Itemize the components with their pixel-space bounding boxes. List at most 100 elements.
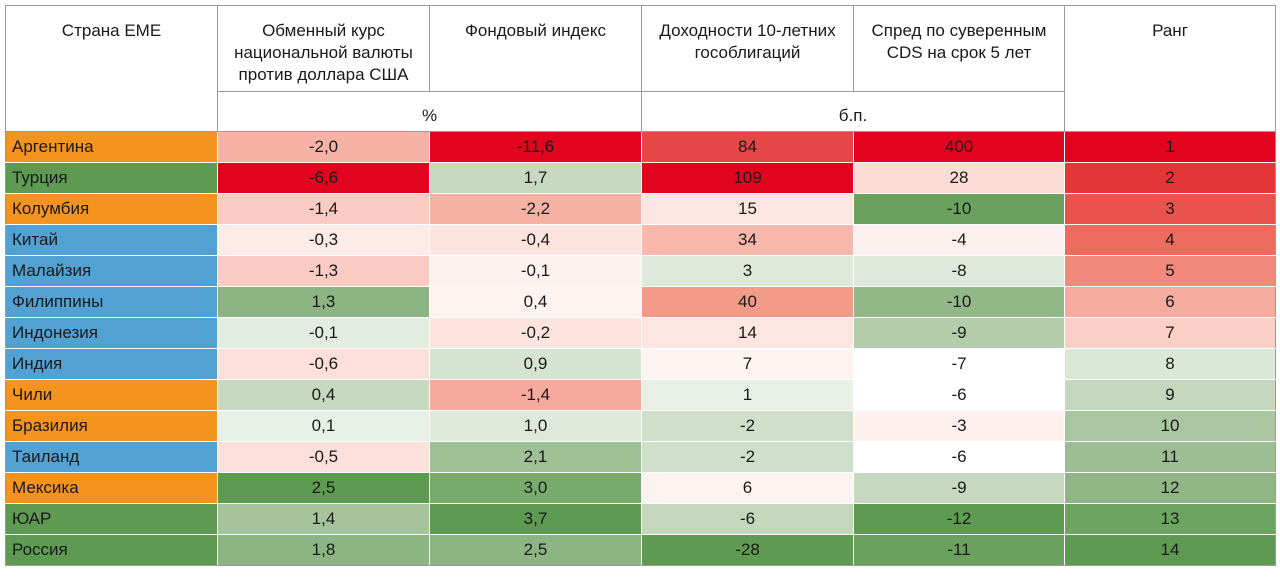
equity-index-cell: -0,2 bbox=[429, 317, 642, 349]
bond-yield-cell: 84 bbox=[641, 131, 854, 163]
fx-cell: 2,5 bbox=[217, 472, 430, 504]
country-cell: Малайзия bbox=[5, 255, 218, 287]
rank-cell: 6 bbox=[1064, 286, 1276, 318]
cds-spread-cell: -10 bbox=[853, 193, 1065, 225]
fx-cell: 0,4 bbox=[217, 379, 430, 411]
fx-cell: 0,1 bbox=[217, 410, 430, 442]
fx-cell: -1,4 bbox=[217, 193, 430, 225]
bond-yield-cell: 40 bbox=[641, 286, 854, 318]
rank-cell: 14 bbox=[1064, 534, 1276, 566]
bond-yield-cell: -28 bbox=[641, 534, 854, 566]
fx-cell: 1,4 bbox=[217, 503, 430, 535]
fx-cell: -6,6 bbox=[217, 162, 430, 194]
equity-index-cell: -2,2 bbox=[429, 193, 642, 225]
bond-yield-cell: 15 bbox=[641, 193, 854, 225]
fx-cell: -0,6 bbox=[217, 348, 430, 380]
table-row: Мексика 2,5 3,0 6 -9 12 bbox=[5, 472, 1276, 504]
cds-spread-cell: -4 bbox=[853, 224, 1065, 256]
equity-index-cell: -0,1 bbox=[429, 255, 642, 287]
table-body: Аргентина -2,0 -11,6 84 400 1 Турция -6,6 1,7 109… bbox=[5, 131, 1276, 566]
table-row: Индия -0,6 0,9 7 -7 8 bbox=[5, 348, 1276, 380]
cds-spread-cell: -6 bbox=[853, 379, 1065, 411]
cds-spread-cell: -3 bbox=[853, 410, 1065, 442]
country-cell: ЮАР bbox=[5, 503, 218, 535]
table-row: Турция -6,6 1,7 109 28 2 bbox=[5, 162, 1276, 194]
cds-spread-cell: 400 bbox=[853, 131, 1065, 163]
table-row: ЮАР 1,4 3,7 -6 -12 13 bbox=[5, 503, 1276, 535]
eme-ranking-table: Страна ЕМЕ Обменный курс национальной ва… bbox=[5, 5, 1276, 566]
header-row: Страна ЕМЕ Обменный курс национальной ва… bbox=[5, 5, 1276, 132]
rank-cell: 13 bbox=[1064, 503, 1276, 535]
fx-cell: 1,3 bbox=[217, 286, 430, 318]
cds-spread-cell: -7 bbox=[853, 348, 1065, 380]
country-cell: Чили bbox=[5, 379, 218, 411]
table-row: Колумбия -1,4 -2,2 15 -10 3 bbox=[5, 193, 1276, 225]
rank-cell: 2 bbox=[1064, 162, 1276, 194]
fx-cell: -0,5 bbox=[217, 441, 430, 473]
bond-yield-cell: 6 bbox=[641, 472, 854, 504]
rank-cell: 5 bbox=[1064, 255, 1276, 287]
bond-yield-cell: 34 bbox=[641, 224, 854, 256]
cds-spread-cell: -9 bbox=[853, 317, 1065, 349]
bond-yield-cell: 14 bbox=[641, 317, 854, 349]
country-cell: Китай bbox=[5, 224, 218, 256]
cds-spread-cell: -10 bbox=[853, 286, 1065, 318]
cds-spread-cell: -12 bbox=[853, 503, 1065, 535]
rank-cell: 7 bbox=[1064, 317, 1276, 349]
rank-cell: 3 bbox=[1064, 193, 1276, 225]
bond-yield-cell: 1 bbox=[641, 379, 854, 411]
table-row: Аргентина -2,0 -11,6 84 400 1 bbox=[5, 131, 1276, 163]
cds-spread-cell: -6 bbox=[853, 441, 1065, 473]
equity-index-cell: -11,6 bbox=[429, 131, 642, 163]
fx-cell: -1,3 bbox=[217, 255, 430, 287]
rank-cell: 8 bbox=[1064, 348, 1276, 380]
rank-cell: 1 bbox=[1064, 131, 1276, 163]
header-country: Страна ЕМЕ bbox=[5, 5, 218, 132]
table-row: Филиппины 1,3 0,4 40 -10 6 bbox=[5, 286, 1276, 318]
country-cell: Колумбия bbox=[5, 193, 218, 225]
table-row: Таиланд -0,5 2,1 -2 -6 11 bbox=[5, 441, 1276, 473]
equity-index-cell: -0,4 bbox=[429, 224, 642, 256]
equity-index-cell: 1,0 bbox=[429, 410, 642, 442]
header-equity: Фондовый индекс bbox=[429, 5, 642, 92]
header-rank: Ранг bbox=[1064, 5, 1276, 132]
table-row: Россия 1,8 2,5 -28 -11 14 bbox=[5, 534, 1276, 566]
table-row: Китай -0,3 -0,4 34 -4 4 bbox=[5, 224, 1276, 256]
fx-cell: -0,3 bbox=[217, 224, 430, 256]
equity-index-cell: 0,4 bbox=[429, 286, 642, 318]
cds-spread-cell: 28 bbox=[853, 162, 1065, 194]
cds-spread-cell: -9 bbox=[853, 472, 1065, 504]
bond-yield-cell: 3 bbox=[641, 255, 854, 287]
cds-spread-cell: -8 bbox=[853, 255, 1065, 287]
country-cell: Индонезия bbox=[5, 317, 218, 349]
table-row: Малайзия -1,3 -0,1 3 -8 5 bbox=[5, 255, 1276, 287]
fx-cell: -0,1 bbox=[217, 317, 430, 349]
bond-yield-cell: 7 bbox=[641, 348, 854, 380]
rank-cell: 4 bbox=[1064, 224, 1276, 256]
country-cell: Аргентина bbox=[5, 131, 218, 163]
rank-cell: 9 bbox=[1064, 379, 1276, 411]
table-row: Бразилия 0,1 1,0 -2 -3 10 bbox=[5, 410, 1276, 442]
fx-cell: -2,0 bbox=[217, 131, 430, 163]
equity-index-cell: 0,9 bbox=[429, 348, 642, 380]
equity-index-cell: -1,4 bbox=[429, 379, 642, 411]
equity-index-cell: 3,0 bbox=[429, 472, 642, 504]
equity-index-cell: 3,7 bbox=[429, 503, 642, 535]
bond-yield-cell: -6 bbox=[641, 503, 854, 535]
bond-yield-cell: -2 bbox=[641, 441, 854, 473]
header-fx: Обменный курс национальной валюты против… bbox=[217, 5, 430, 92]
country-cell: Турция bbox=[5, 162, 218, 194]
country-cell: Индия bbox=[5, 348, 218, 380]
fx-cell: 1,8 bbox=[217, 534, 430, 566]
unit-percent: % bbox=[217, 91, 642, 132]
rank-cell: 12 bbox=[1064, 472, 1276, 504]
bond-yield-cell: 109 bbox=[641, 162, 854, 194]
equity-index-cell: 2,1 bbox=[429, 441, 642, 473]
country-cell: Филиппины bbox=[5, 286, 218, 318]
country-cell: Россия bbox=[5, 534, 218, 566]
table-container: Страна ЕМЕ Обменный курс национальной ва… bbox=[5, 5, 1276, 566]
equity-index-cell: 1,7 bbox=[429, 162, 642, 194]
rank-cell: 11 bbox=[1064, 441, 1276, 473]
country-cell: Таиланд bbox=[5, 441, 218, 473]
equity-index-cell: 2,5 bbox=[429, 534, 642, 566]
